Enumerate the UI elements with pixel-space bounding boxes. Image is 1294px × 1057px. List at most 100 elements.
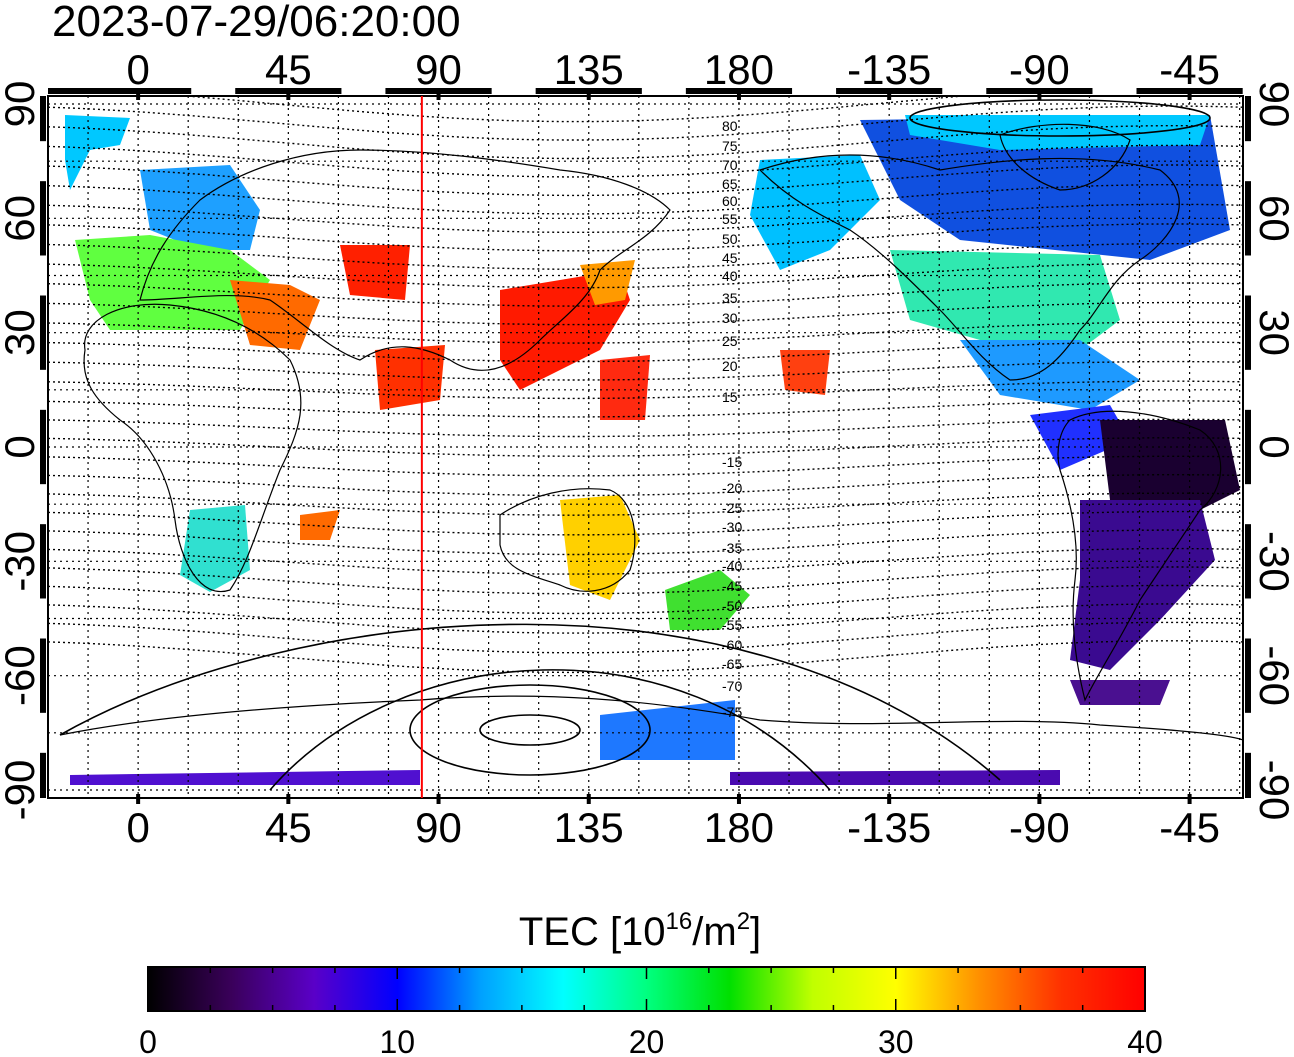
top-tick	[887, 90, 892, 100]
right-latitude-labels: 90 60 30 0 -30 -60 -90	[1251, 81, 1294, 821]
right-lat-label: 60	[1251, 195, 1294, 242]
coastline-north-america	[758, 154, 1180, 381]
contour-label-south: -65	[722, 656, 742, 672]
coastline-greenland	[999, 123, 1131, 191]
contour-label-south: -60	[722, 637, 742, 653]
colorbar-tick-label: 20	[629, 1024, 665, 1057]
right-lat-label: -60	[1251, 645, 1294, 706]
tec-region-antarctic-band-east	[730, 770, 1060, 785]
bottom-tick	[436, 794, 441, 804]
contour-label-south: -25	[722, 500, 742, 516]
coastline-africa	[83, 303, 302, 593]
right-lat-label: -30	[1251, 531, 1294, 592]
contour-label-north: 40	[722, 268, 738, 284]
coastline-antarctica	[59, 695, 1243, 741]
top-tick	[436, 90, 441, 100]
contour-label-north: 60	[722, 193, 738, 209]
bottom-lon-label: 135	[554, 804, 624, 851]
bottom-lon-label: 90	[415, 804, 462, 851]
bottom-lon-label: 0	[126, 804, 149, 851]
top-lon-label: -135	[847, 46, 931, 93]
colorbar-tick-labels: 0 10 20 30 40	[139, 1024, 1163, 1057]
contour-label-south: -55	[722, 617, 742, 633]
contour-label-north: 15	[722, 389, 738, 405]
tec-region-north-pacific	[750, 155, 880, 270]
contour-label-south: -40	[722, 558, 742, 574]
contour-label-south: -35	[722, 540, 742, 556]
tec-region-pacific-islands	[780, 350, 830, 395]
bottom-tick	[1037, 794, 1042, 804]
graticule	[48, 96, 1243, 798]
right-lat-label: -90	[1251, 760, 1294, 821]
left-lat-label: 60	[0, 195, 43, 242]
contour-label-south: -75	[722, 704, 742, 720]
top-lon-label: 90	[415, 46, 462, 93]
tec-region-india	[375, 345, 445, 410]
timestamp-title: 2023-07-29/06:20:00	[52, 0, 461, 46]
contour-label-south: -30	[722, 519, 742, 535]
left-lat-label: 90	[0, 81, 43, 128]
top-tick	[1187, 90, 1192, 100]
bottom-lon-label: -90	[1009, 804, 1070, 851]
tec-region-antarctic-band	[70, 770, 420, 785]
colorbar-tick-label: 30	[878, 1024, 914, 1057]
right-edge-bar	[1245, 96, 1251, 798]
coastline-south-america	[1057, 410, 1222, 702]
tec-region-arctic	[905, 115, 1210, 150]
colorbar-tick-label: 0	[139, 1024, 157, 1057]
contour-label-north: 70	[722, 157, 738, 173]
tec-region-southeast-asia	[600, 355, 650, 420]
bottom-tick	[736, 794, 741, 804]
contour-label-north: 75	[722, 138, 738, 154]
top-tick	[136, 90, 141, 100]
colorbar-tick-label: 10	[379, 1024, 415, 1057]
contour-label-south: -15	[722, 454, 742, 470]
contour-label-north: 65	[722, 176, 738, 192]
top-lon-label: 135	[554, 46, 624, 93]
magnetic-latitude-contours	[48, 96, 1243, 674]
tec-region-europe-north	[65, 115, 130, 190]
tec-region-japan	[580, 260, 635, 305]
contour-label-south: -45	[722, 578, 742, 594]
left-lat-label: -90	[0, 760, 43, 821]
right-lat-label: 90	[1251, 81, 1294, 128]
tec-region-south-america-north	[1100, 420, 1240, 520]
left-lat-label: 0	[0, 435, 43, 458]
left-lat-label: -30	[0, 531, 43, 592]
top-lon-label: 180	[704, 46, 774, 93]
top-tick	[586, 90, 591, 100]
tec-region-central-asia	[340, 245, 410, 300]
left-edge-bar	[40, 96, 46, 798]
contour-label-north: 50	[722, 231, 738, 247]
colorbar-tick-label: 40	[1127, 1024, 1163, 1057]
tec-region-madagascar	[300, 510, 340, 540]
top-lon-label: -45	[1159, 46, 1220, 93]
top-lon-label: 0	[126, 46, 149, 93]
coastline-australia	[499, 488, 636, 592]
bottom-longitude-labels: 0 45 90 135 180 -135 -90 -45	[126, 804, 1219, 851]
tec-region-south-africa	[180, 505, 250, 592]
tec-region-antarctic-pacific	[600, 700, 735, 760]
top-tick	[1037, 90, 1042, 100]
tec-region-new-zealand	[665, 570, 750, 630]
contour-label-north: 80	[722, 118, 738, 134]
contour-label-north: 30	[722, 310, 738, 326]
top-tick	[736, 90, 741, 100]
left-lat-label: -60	[0, 645, 43, 706]
left-lat-label: 30	[0, 309, 43, 356]
colorbar-ticks	[147, 967, 1146, 1011]
coastlines	[59, 123, 1243, 741]
tec-region-australia	[560, 495, 640, 600]
contour-label-north: 45	[722, 250, 738, 266]
bottom-lon-label: 180	[704, 804, 774, 851]
contour-label-north: 25	[722, 333, 738, 349]
contour-label-south: -50	[722, 598, 742, 614]
bottom-tick	[887, 794, 892, 804]
axis-ticks	[40, 88, 1287, 804]
bottom-tick	[286, 794, 291, 804]
contour-label-south: -20	[722, 480, 742, 496]
contour-label-north: 20	[722, 358, 738, 374]
bottom-lon-label: -45	[1159, 804, 1220, 851]
bottom-tick	[586, 794, 591, 804]
